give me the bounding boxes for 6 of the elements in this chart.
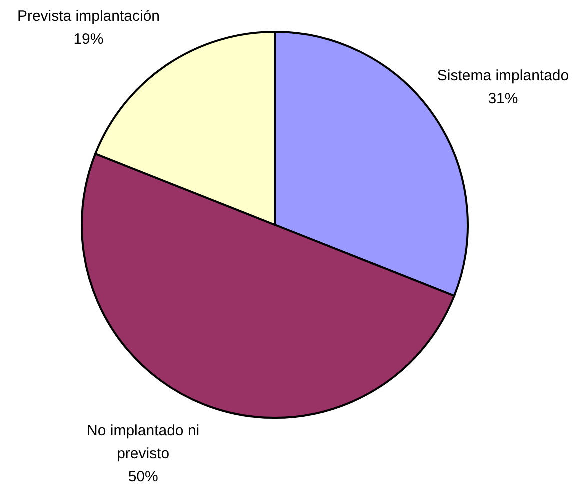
data-label: 50% [128, 468, 158, 486]
data-label: 31% [488, 90, 518, 108]
slice-label: Prevista implantación [17, 8, 160, 25]
slice-label: Sistema implantado [437, 68, 570, 85]
data-label: 19% [74, 30, 104, 48]
slice-label: No implantado ni previsto [87, 422, 200, 462]
